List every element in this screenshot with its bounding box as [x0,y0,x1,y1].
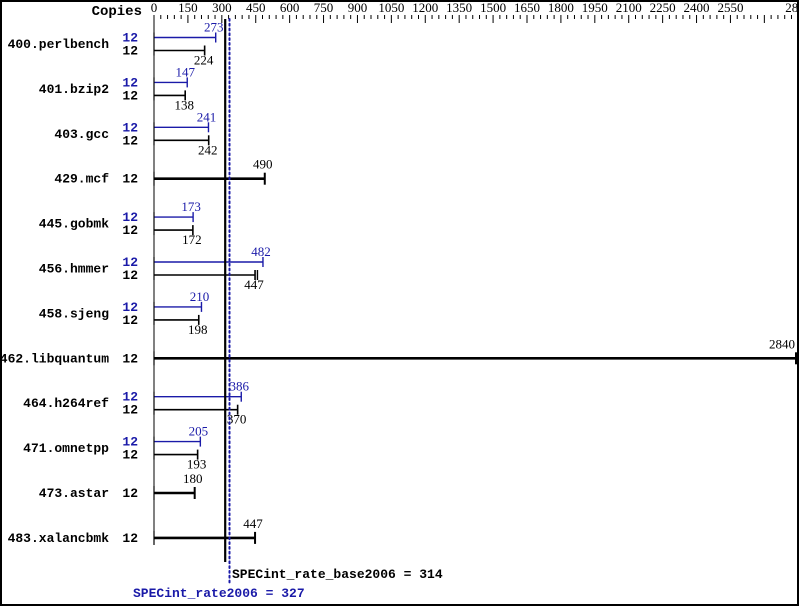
svg-text:12: 12 [122,313,138,328]
svg-text:273: 273 [204,20,224,35]
svg-text:12: 12 [122,403,138,418]
svg-text:241: 241 [197,109,217,124]
svg-text:138: 138 [174,97,194,112]
svg-text:401.bzip2: 401.bzip2 [39,82,109,97]
svg-text:224: 224 [194,53,214,68]
svg-text:12: 12 [122,44,138,59]
svg-text:180: 180 [183,471,203,486]
svg-text:1650: 1650 [514,0,540,15]
svg-text:242: 242 [198,142,218,157]
svg-text:458.sjeng: 458.sjeng [39,306,109,321]
svg-text:2840: 2840 [769,336,795,351]
svg-text:12: 12 [122,172,138,187]
svg-text:SPECint_rate_base2006 = 314: SPECint_rate_base2006 = 314 [232,567,443,582]
svg-text:147: 147 [175,64,195,79]
svg-text:447: 447 [244,277,264,292]
svg-text:2100: 2100 [616,0,642,15]
svg-text:198: 198 [188,322,208,337]
svg-text:150: 150 [178,0,198,15]
svg-text:1800: 1800 [548,0,574,15]
svg-text:482: 482 [251,244,271,259]
svg-text:483.xalancbmk: 483.xalancbmk [8,531,110,546]
svg-text:490: 490 [253,157,273,172]
svg-text:2550: 2550 [717,0,743,15]
svg-text:2250: 2250 [650,0,676,15]
svg-text:450: 450 [246,0,266,15]
svg-text:1950: 1950 [582,0,608,15]
svg-text:205: 205 [189,424,209,439]
svg-text:2850: 2850 [785,0,799,15]
svg-text:400.perlbench: 400.perlbench [8,37,110,52]
svg-text:Copies: Copies [92,4,142,20]
svg-text:12: 12 [122,448,138,463]
svg-text:403.gcc: 403.gcc [54,127,109,142]
svg-text:1500: 1500 [480,0,506,15]
svg-text:12: 12 [122,223,138,238]
svg-text:462.libquantum: 462.libquantum [0,351,109,366]
svg-text:471.omnetpp: 471.omnetpp [23,441,109,456]
svg-text:464.h264ref: 464.h264ref [23,396,109,411]
svg-text:445.gobmk: 445.gobmk [39,217,109,232]
svg-text:SPECint_rate2006 = 327: SPECint_rate2006 = 327 [133,586,305,601]
svg-text:172: 172 [182,232,202,247]
svg-text:300: 300 [212,0,232,15]
svg-text:12: 12 [122,88,138,103]
svg-text:173: 173 [181,199,201,214]
svg-text:1050: 1050 [378,0,404,15]
svg-text:1350: 1350 [446,0,472,15]
svg-text:12: 12 [122,351,138,366]
svg-text:473.astar: 473.astar [39,486,109,501]
svg-text:0: 0 [151,0,158,15]
svg-text:12: 12 [122,531,138,546]
svg-text:2400: 2400 [684,0,710,15]
svg-text:429.mcf: 429.mcf [54,172,109,187]
svg-text:12: 12 [122,268,138,283]
svg-text:12: 12 [122,133,138,148]
svg-text:1200: 1200 [412,0,438,15]
svg-text:600: 600 [280,0,300,15]
svg-text:386: 386 [230,379,250,394]
svg-text:456.hmmer: 456.hmmer [39,262,109,277]
svg-text:447: 447 [243,516,263,531]
svg-text:12: 12 [122,486,138,501]
svg-text:750: 750 [314,0,334,15]
svg-text:210: 210 [190,289,210,304]
svg-text:193: 193 [187,457,207,472]
svg-text:900: 900 [348,0,368,15]
